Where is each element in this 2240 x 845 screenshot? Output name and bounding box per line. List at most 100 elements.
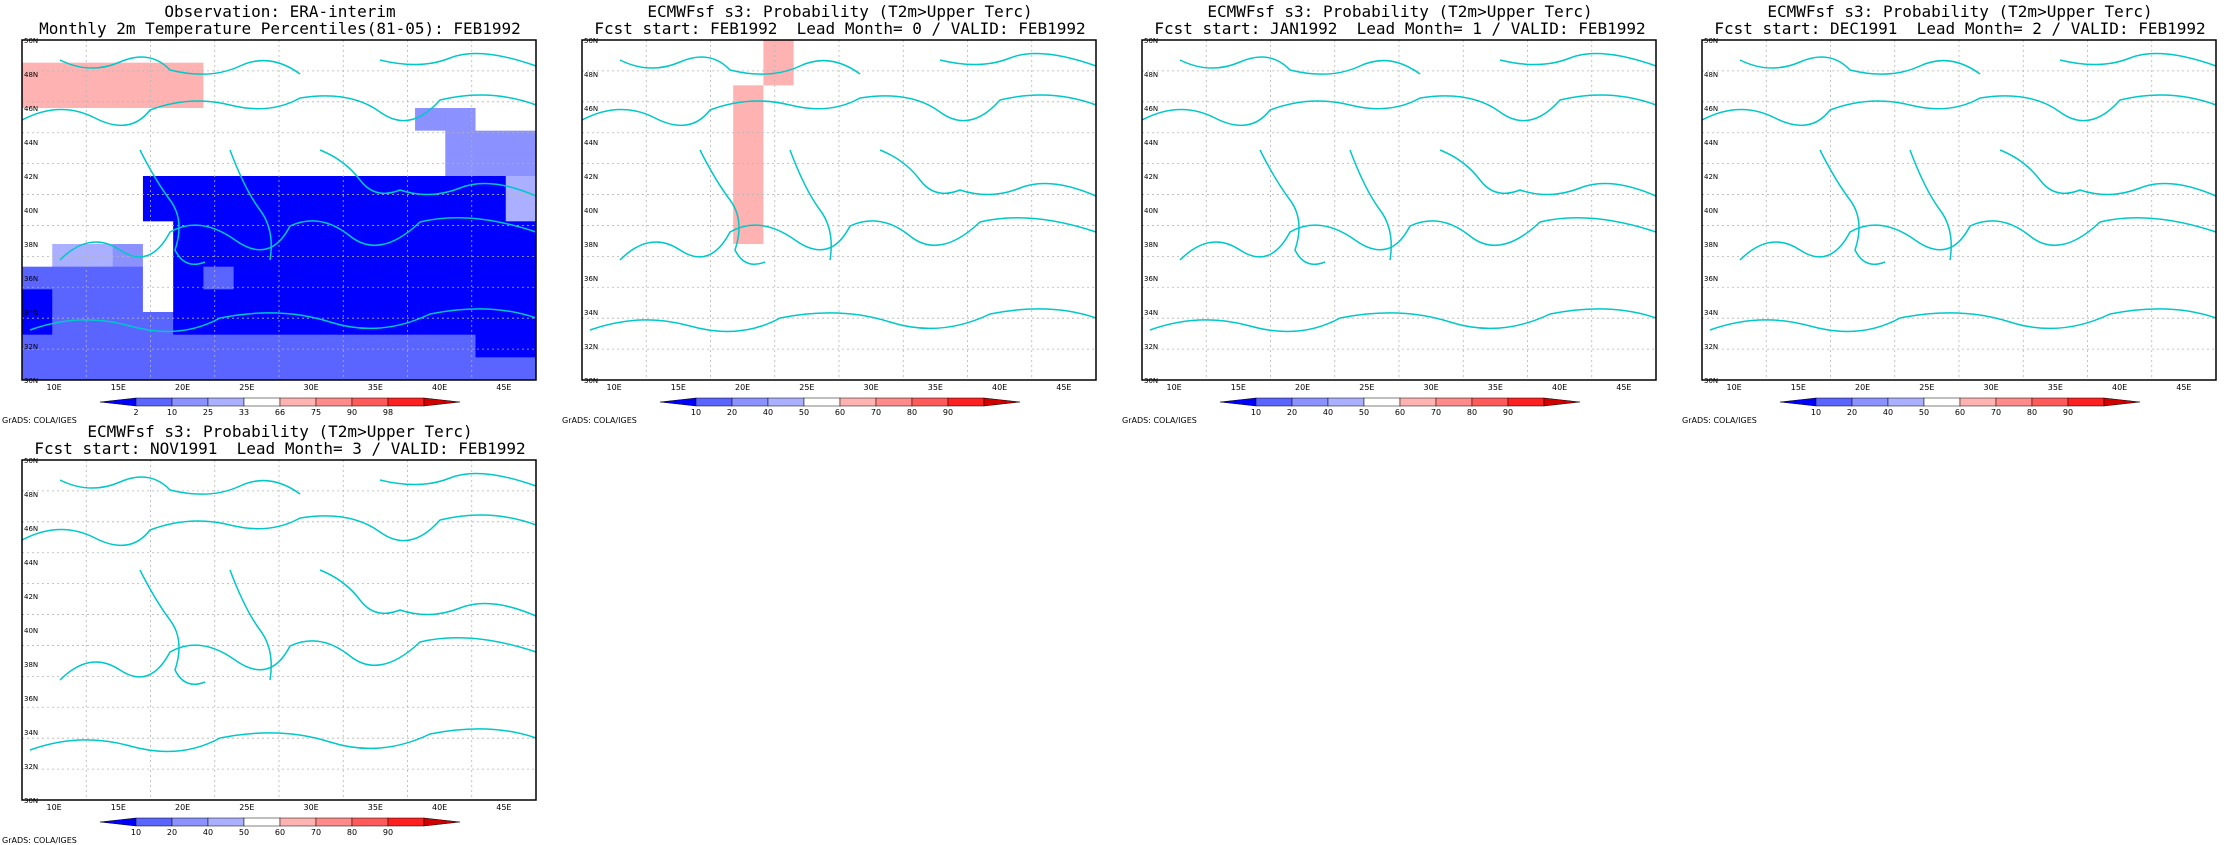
map-cell xyxy=(854,266,885,290)
map-cell xyxy=(1504,62,1536,86)
map-cell xyxy=(1565,357,1597,381)
map-cell xyxy=(1822,198,1854,222)
map-cell xyxy=(263,732,295,756)
map-cell xyxy=(1444,130,1476,154)
colorbar-segment xyxy=(1327,397,1365,407)
map-cell xyxy=(1732,108,1763,132)
map-cell xyxy=(82,289,114,313)
map-cell xyxy=(112,357,144,381)
map-cell xyxy=(1732,62,1763,86)
colorbar-label: 60 xyxy=(835,408,845,417)
lat-tick-label: 50N xyxy=(584,37,598,45)
map-cell xyxy=(612,40,643,64)
map-cell xyxy=(2034,40,2066,64)
map-cell xyxy=(1142,198,1173,222)
map-cell xyxy=(914,289,946,313)
map-cell xyxy=(112,641,144,665)
colorbar-segment xyxy=(171,397,209,407)
map-cell xyxy=(505,754,537,778)
map-cell xyxy=(1625,153,1657,177)
lon-tick-label: 15E xyxy=(1791,383,1806,392)
map-cell xyxy=(1702,289,1733,313)
map-cell xyxy=(475,573,507,597)
map-cell xyxy=(475,221,507,245)
map-cell xyxy=(415,40,446,64)
map-cell xyxy=(1202,357,1234,381)
map-cell xyxy=(1595,357,1627,381)
map-cell xyxy=(1822,357,1854,381)
map-cell xyxy=(2034,153,2066,177)
map-cell xyxy=(1383,130,1415,154)
colorbar-label: 75 xyxy=(311,408,321,417)
map-cell xyxy=(1595,62,1627,86)
coastline xyxy=(1141,94,1657,127)
map-cell xyxy=(1262,62,1294,86)
map-cell xyxy=(1065,62,1097,86)
map-cell xyxy=(142,108,174,132)
map-cell xyxy=(142,176,174,200)
map-cell xyxy=(975,221,1006,245)
map-cell xyxy=(1444,221,1476,245)
map-cell xyxy=(2185,334,2217,358)
map-cell xyxy=(1853,85,1884,109)
map-cell xyxy=(52,460,83,484)
map-cell xyxy=(505,221,537,245)
map-cell xyxy=(1535,244,1566,268)
map-cell xyxy=(384,40,416,64)
map-cell xyxy=(672,62,704,86)
coastline xyxy=(879,149,1097,197)
coastline xyxy=(1701,94,2217,127)
map-frame xyxy=(21,39,537,381)
map-cell xyxy=(1005,357,1037,381)
map-cell xyxy=(702,312,734,336)
map-cell xyxy=(1065,85,1097,109)
map-cell xyxy=(294,198,325,222)
colorbar-segment xyxy=(1363,397,1401,407)
map-cell xyxy=(1943,357,1975,381)
map-frame xyxy=(21,459,537,801)
map-cell xyxy=(142,62,174,86)
map-cell xyxy=(2125,289,2157,313)
map-cell xyxy=(793,334,825,358)
map-cell xyxy=(384,460,416,484)
map-cell xyxy=(445,618,477,642)
map-cell xyxy=(475,312,507,336)
panel-title: Observation: ERA-interim xyxy=(164,2,396,21)
map-cell xyxy=(1172,85,1203,109)
map-cell xyxy=(612,334,643,358)
map-cell xyxy=(1353,108,1385,132)
map-cell xyxy=(203,357,235,381)
map-cell xyxy=(1702,130,1733,154)
map-cell xyxy=(642,153,674,177)
colorbar-segment xyxy=(135,817,173,827)
map-cell xyxy=(823,130,855,154)
map-cell xyxy=(354,664,386,688)
map-cell xyxy=(324,460,356,484)
map-cell xyxy=(475,596,507,620)
map-cell xyxy=(1323,108,1355,132)
colorbar-segment xyxy=(423,397,461,407)
map-cell xyxy=(263,777,295,801)
colorbar-label: 50 xyxy=(239,828,249,837)
colorbar-segment xyxy=(423,817,461,827)
map-cell xyxy=(415,62,446,86)
lat-tick-label: 32N xyxy=(1704,343,1718,351)
map-cell xyxy=(354,40,386,64)
map-cell xyxy=(415,334,446,358)
map-cell xyxy=(415,221,446,245)
map-cell xyxy=(415,198,446,222)
map-cell xyxy=(475,641,507,665)
lat-tick-label: 36N xyxy=(1704,275,1718,283)
map-cell xyxy=(1323,40,1355,64)
map-cell xyxy=(52,289,83,313)
lat-tick-label: 50N xyxy=(1144,37,1158,45)
map-cell xyxy=(475,357,507,381)
map-cell xyxy=(82,40,114,64)
map-cell xyxy=(1822,266,1854,290)
map-cell xyxy=(642,130,674,154)
map-cell xyxy=(914,244,946,268)
colorbar-segment xyxy=(207,817,245,827)
map-cell xyxy=(354,709,386,733)
lon-tick-label: 20E xyxy=(175,383,190,392)
map-cell xyxy=(354,266,386,290)
